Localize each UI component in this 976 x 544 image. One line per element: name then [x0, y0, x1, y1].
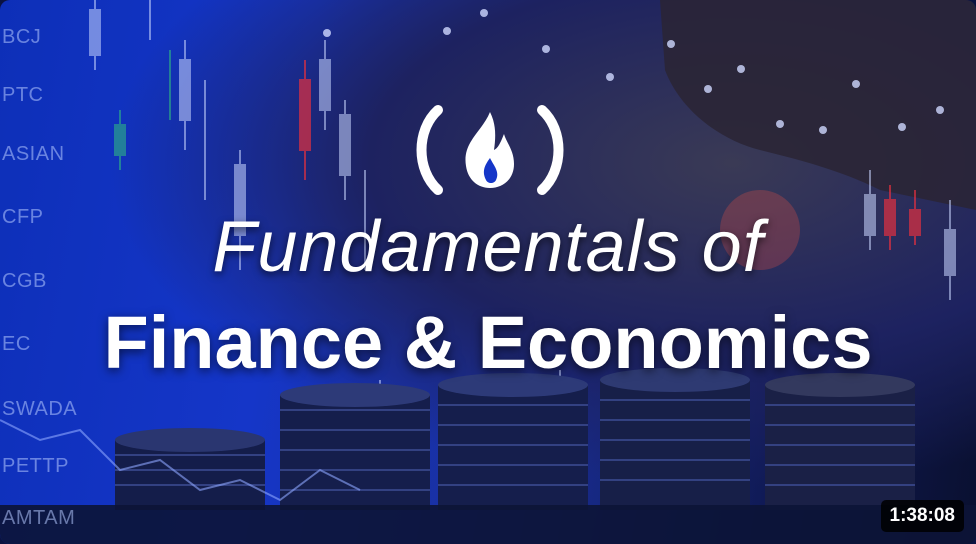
ticker-label: CGB	[2, 270, 47, 292]
video-title-line1: Fundamentals of	[212, 207, 764, 287]
freecodecamp-flame-icon	[416, 105, 564, 195]
ticker-label: AMTAM	[2, 507, 76, 529]
ticker-label: SWADA	[2, 398, 78, 420]
ticker-label: ASIAN	[2, 143, 65, 165]
duration-badge: 1:38:08	[880, 500, 964, 532]
ticker-label: PETTP	[2, 455, 69, 477]
ticker-label: EC	[2, 333, 31, 355]
ticker-label: BCJ	[2, 26, 42, 48]
ticker-label: CFP	[2, 206, 44, 228]
ticker-label: PTC	[2, 84, 44, 106]
video-title-line2: Finance & Economics	[103, 301, 873, 384]
